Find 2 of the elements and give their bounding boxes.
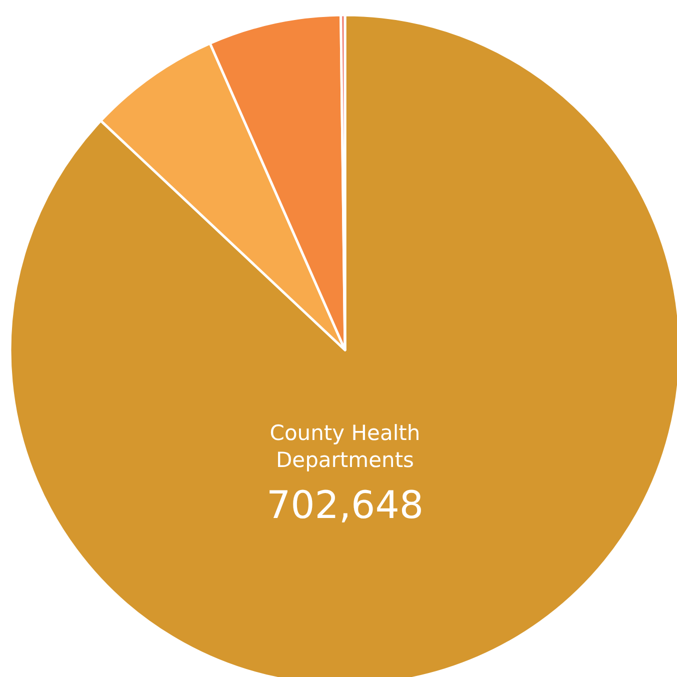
slice-label: County Health Departments (270, 421, 420, 472)
data-label: 702,648 (266, 483, 424, 527)
